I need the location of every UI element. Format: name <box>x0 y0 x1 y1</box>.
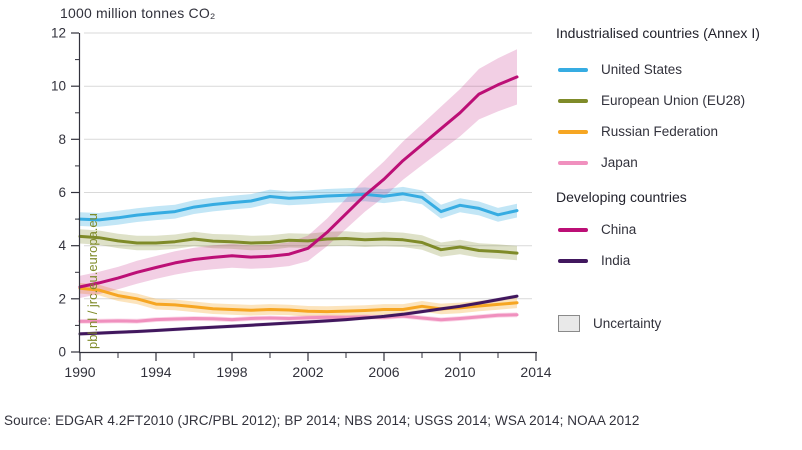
y-tick-label-10: 10 <box>51 79 66 94</box>
legend-item-japan: Japan <box>556 147 802 178</box>
legend-label-japan: Japan <box>601 155 638 170</box>
legend-label-india: India <box>601 253 631 268</box>
legend-label-china: China <box>601 222 637 237</box>
legend-label-uncertainty: Uncertainty <box>593 316 662 331</box>
european-union-line <box>78 234 519 255</box>
legend-label-european-union: European Union (EU28) <box>601 93 746 108</box>
legend: Industrialised countries (Annex I) Unite… <box>556 24 802 339</box>
india-line-swatch <box>558 258 588 263</box>
european-union-uncertainty-band <box>80 229 517 261</box>
legend-item-european-union: European Union (EU28) <box>556 85 802 116</box>
y-tick-label-4: 4 <box>58 238 66 253</box>
y-tick-label-12: 12 <box>51 26 66 41</box>
y-tick-label-0: 0 <box>58 345 66 360</box>
watermark: pbl.nl / jrc.eu.europa.eu <box>85 213 100 349</box>
x-tick-label-2002: 2002 <box>292 364 323 380</box>
legend-item-china: China <box>556 214 802 245</box>
uncertainty-swatch <box>558 315 580 332</box>
x-tick-label-1994: 1994 <box>140 364 171 380</box>
x-tick-label-1990: 1990 <box>64 364 95 380</box>
china-line <box>78 75 519 289</box>
legend-label-russian-federation: Russian Federation <box>601 124 719 139</box>
y-tick-label-6: 6 <box>58 185 66 200</box>
china-line-swatch <box>558 227 588 232</box>
y-tick-label-2: 2 <box>58 291 66 306</box>
x-tick-label-1998: 1998 <box>216 364 247 380</box>
chart-title: 1000 million tonnes CO₂ <box>60 5 216 21</box>
legend-item-russian-federation: Russian Federation <box>556 116 802 147</box>
china-uncertainty-band <box>80 49 517 299</box>
x-tick-label-2010: 2010 <box>444 364 475 380</box>
russian-federation-line-swatch <box>558 129 588 134</box>
united-states-line <box>78 192 519 222</box>
legend-item-uncertainty: Uncertainty <box>556 308 802 339</box>
x-tick-label-2006: 2006 <box>368 364 399 380</box>
japan-line <box>78 313 519 323</box>
legend-group-industrialised: Industrialised countries (Annex I) <box>556 25 760 41</box>
united-states-line-swatch <box>558 67 588 72</box>
legend-item-india: India <box>556 245 802 276</box>
legend-item-united-states: United States <box>556 54 802 85</box>
united-states-uncertainty-band <box>80 186 517 227</box>
y-tick-label-8: 8 <box>58 132 66 147</box>
japan-line-swatch <box>558 160 588 165</box>
legend-group-developing: Developing countries <box>556 189 687 205</box>
source-citation: Source: EDGAR 4.2FT2010 (JRC/PBL 2012); … <box>4 413 640 428</box>
european-union-line-swatch <box>558 98 588 103</box>
legend-label-united-states: United States <box>601 62 683 77</box>
india-line <box>78 294 519 336</box>
x-tick-label-2014: 2014 <box>520 364 551 380</box>
